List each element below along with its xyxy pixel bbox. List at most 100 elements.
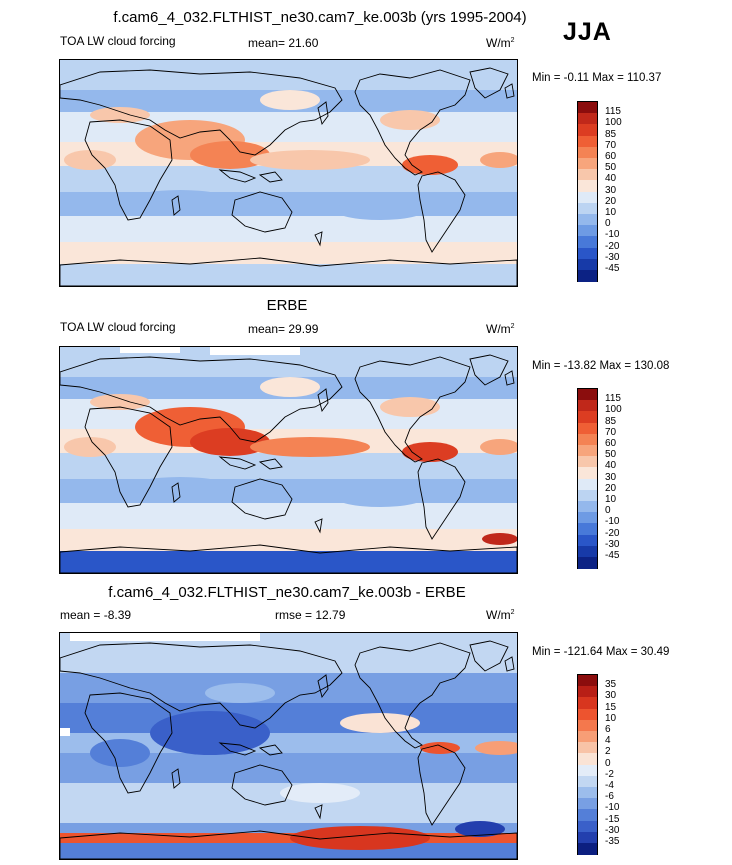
missing-data xyxy=(120,347,180,353)
colorbar-swatch xyxy=(578,214,597,226)
coastline xyxy=(317,101,329,126)
panel1-mean-label: mean= 21.60 xyxy=(248,36,319,50)
field-region xyxy=(190,428,270,456)
colorbar-swatch xyxy=(578,820,597,833)
colorbar-swatch xyxy=(578,400,597,412)
colorbar-tick-label: 70 xyxy=(605,139,617,151)
colorbar-swatch xyxy=(578,775,597,788)
coastline xyxy=(231,191,293,233)
colorbar-tick-label: 0 xyxy=(605,505,611,517)
colorbar-swatch xyxy=(578,169,597,181)
colorbar-tick-label: 70 xyxy=(605,426,617,438)
coastline xyxy=(84,406,173,508)
panel1-variable-label: TOA LW cloud forcing xyxy=(60,34,176,48)
colorbar-tick-label: 50 xyxy=(605,162,617,174)
field-region xyxy=(90,394,150,410)
colorbar-tick-label: -6 xyxy=(605,791,614,803)
coastline xyxy=(84,119,173,221)
colorbar-swatch xyxy=(578,467,597,480)
field-band xyxy=(60,703,517,733)
panel3-title: f.cam6_4_032.FLTHIST_ne30.cam7_ke.003b -… xyxy=(108,584,466,601)
missing-data xyxy=(70,633,260,641)
colorbar-swatch xyxy=(578,523,597,536)
colorbar-swatch xyxy=(578,478,597,491)
colorbar-swatch xyxy=(578,124,597,137)
missing-data xyxy=(60,728,70,736)
coastline xyxy=(171,768,181,789)
coastline xyxy=(354,69,471,176)
field-region xyxy=(64,437,116,457)
colorbar-tick-label: -45 xyxy=(605,550,620,561)
panel2-mean-label: mean= 29.99 xyxy=(248,322,319,336)
colorbar-swatch xyxy=(578,113,597,125)
colorbar-swatch xyxy=(578,731,597,743)
field-region xyxy=(475,741,517,755)
panel1-title: f.cam6_4_032.FLTHIST_ne30.cam7_ke.003b (… xyxy=(113,9,527,26)
coastline xyxy=(218,742,257,756)
field-region xyxy=(402,155,458,175)
coastline xyxy=(218,456,257,470)
field-region xyxy=(260,377,320,397)
panel3-map xyxy=(59,632,518,860)
colorbar-tick-label: -30 xyxy=(605,251,620,263)
coastline xyxy=(504,83,515,99)
colorbar-tick-label: -2 xyxy=(605,768,614,780)
colorbar-tick-label: 100 xyxy=(605,404,622,416)
coastline xyxy=(469,67,509,99)
colorbar-swatch xyxy=(578,686,597,698)
colorbar-swatch xyxy=(578,719,597,732)
colorbar-tick-label: 0 xyxy=(605,757,611,769)
coastline xyxy=(60,356,343,443)
coastline xyxy=(258,458,283,470)
coastline xyxy=(314,804,323,820)
field-region xyxy=(335,200,425,220)
colorbar-tick-label: -35 xyxy=(605,836,620,847)
colorbar-tick-label: -4 xyxy=(605,780,614,791)
coastline xyxy=(218,169,257,183)
field-region xyxy=(290,826,430,850)
field-band xyxy=(60,843,517,859)
field-region xyxy=(380,110,440,130)
colorbar-tick-label: 30 xyxy=(605,471,617,483)
colorbar-box xyxy=(577,388,598,570)
coastline xyxy=(504,370,515,386)
field-region xyxy=(150,711,270,755)
field-region xyxy=(205,683,275,703)
colorbar-tick-label: -30 xyxy=(605,824,620,836)
field-region xyxy=(340,713,420,733)
field-region xyxy=(280,783,360,803)
field-band xyxy=(60,833,517,843)
coastline xyxy=(314,231,323,247)
field-band xyxy=(60,551,517,573)
colorbar-tick-label: -10 xyxy=(605,516,620,528)
panel1-field xyxy=(60,60,517,286)
coastline xyxy=(258,171,283,183)
panel3-field xyxy=(60,633,517,859)
missing-data xyxy=(210,347,300,355)
field-band xyxy=(60,192,517,216)
coastline xyxy=(231,478,293,520)
colorbar-tick-label: -45 xyxy=(605,263,620,274)
colorbar-tick-label: 85 xyxy=(605,415,617,427)
colorbar-tick-label: -15 xyxy=(605,813,620,825)
colorbar-tick-label: 60 xyxy=(605,438,617,449)
field-region xyxy=(260,90,320,110)
colorbar-tick-label: 40 xyxy=(605,460,617,472)
colorbar-tick-label: -10 xyxy=(605,802,620,814)
colorbar-tick-label: -20 xyxy=(605,240,620,252)
colorbar-swatch xyxy=(578,675,597,687)
coastline xyxy=(317,674,329,699)
panel2-title: ERBE xyxy=(266,297,308,314)
colorbar-tick-label: -30 xyxy=(605,538,620,550)
colorbar-swatch xyxy=(578,202,597,215)
field-band xyxy=(60,479,517,503)
coastline xyxy=(60,69,343,156)
coastline xyxy=(417,171,466,253)
field-region xyxy=(130,190,230,210)
colorbar-swatch xyxy=(578,534,597,547)
coastline xyxy=(60,642,343,729)
panel3-minmax: Min = -121.64 Max = 30.49 xyxy=(532,646,670,658)
coastline xyxy=(417,458,466,540)
coastline xyxy=(354,642,471,749)
colorbar-swatch xyxy=(578,545,597,558)
